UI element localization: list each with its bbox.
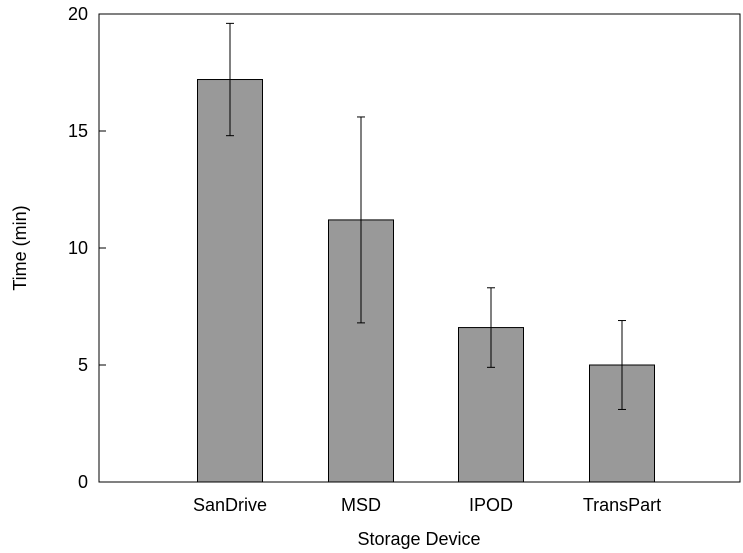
error-bars-group bbox=[226, 22, 626, 410]
y-tick-label: 0 bbox=[78, 472, 88, 492]
error-bar-msd bbox=[357, 116, 365, 324]
error-bar-transpart bbox=[618, 320, 626, 410]
y-tick-label: 15 bbox=[68, 121, 88, 141]
x-axis-title: Storage Device bbox=[357, 529, 480, 549]
bars-group bbox=[197, 79, 655, 483]
x-tick-label: TransPart bbox=[583, 495, 661, 515]
error-bar-ipod bbox=[487, 287, 495, 368]
y-tick-label: 10 bbox=[68, 238, 88, 258]
x-tick-label: SanDrive bbox=[193, 495, 267, 515]
y-axis-title: Time (min) bbox=[10, 205, 30, 290]
y-tick-label: 5 bbox=[78, 355, 88, 375]
x-axis: SanDrive MSD IPOD TransPart bbox=[193, 495, 661, 515]
x-tick-label: MSD bbox=[341, 495, 381, 515]
error-bar-sandrive bbox=[226, 22, 234, 137]
y-tick-label: 20 bbox=[68, 4, 88, 24]
x-tick-label: IPOD bbox=[469, 495, 513, 515]
bar-sandrive bbox=[197, 79, 263, 483]
y-axis: 0 5 10 15 20 bbox=[68, 4, 106, 492]
